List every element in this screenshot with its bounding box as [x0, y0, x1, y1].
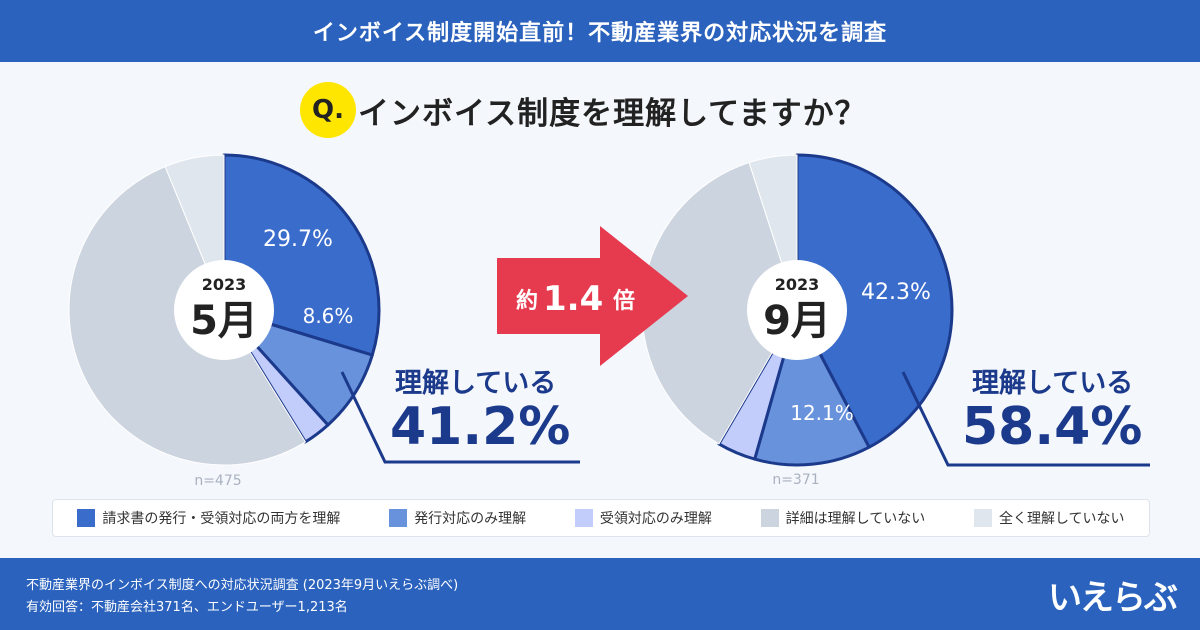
year-label-september: 2023 [775, 275, 820, 294]
callout-line-september [901, 371, 1150, 467]
data-label-september-1: 12.1% [790, 401, 854, 425]
data-label-september-0: 42.3% [861, 280, 931, 305]
sample-size-september: n=371 [772, 472, 819, 488]
increase-arrow [497, 226, 688, 366]
legend-label: 受領対応のみ理解 [599, 511, 712, 527]
arrow-suffix: 倍 [613, 288, 635, 314]
pie-slice-september-1 [753, 308, 871, 467]
month-label-may: 5月 [190, 298, 258, 344]
arrow-value: 1.4 [543, 279, 603, 319]
legend-swatch [760, 509, 779, 527]
legend-label: 詳細は理解していない [785, 511, 926, 527]
legend-swatch [574, 509, 593, 527]
legend-swatch [973, 509, 992, 527]
page-title: インボイス制度開始直前！不動産業界の対応状況を調査 [312, 21, 888, 46]
arrow-prefix: 約 [516, 288, 538, 314]
legend-label: 請求書の発行・受領対応の両方を理解 [102, 511, 341, 527]
legend-label: 全く理解していない [998, 511, 1125, 527]
data-label-may-1: 8.6% [303, 304, 354, 328]
legend-item: 請求書の発行・受領対応の両方を理解 [77, 508, 340, 528]
brand-logo: いえらぶ [1048, 578, 1178, 618]
pie-center-may [174, 260, 274, 360]
summary-value-september: 58.4% [962, 397, 1142, 457]
legend-label: 発行対応のみ理解 [414, 511, 527, 527]
question-text: インボイス制度を理解してますか？ [358, 95, 867, 132]
legend-item: 全く理解していない [973, 508, 1125, 528]
legend-item: 詳細は理解していない [760, 508, 926, 528]
summary-label-september: 理解している [972, 368, 1133, 399]
summary-value-may: 41.2% [390, 397, 570, 457]
summary-label-may: 理解している [395, 368, 556, 399]
legend-swatch [389, 509, 408, 527]
survey-respondents: 有効回答：不動産会社371名、エンドユーザー1,213名 [26, 600, 348, 615]
data-label-may-0: 29.7% [263, 227, 333, 252]
pie-slice-september-0 [795, 153, 954, 449]
question-heading: Q. インボイス制度を理解してますか？ [300, 80, 867, 140]
legend: 請求書の発行・受領対応の両方を理解 発行対応のみ理解 受領対応のみ理解 詳細は理… [52, 499, 1150, 537]
sample-size-may: n=475 [194, 473, 241, 489]
survey-description: 不動産業界のインボイス制度への対応状況調査 (2023年9月いえらぶ調べ) [26, 578, 459, 593]
legend-item: 受領対応のみ理解 [574, 508, 712, 528]
question-badge: Q. [300, 82, 356, 138]
legend-swatch [77, 509, 96, 527]
callout-line-may [340, 371, 580, 464]
legend-item: 発行対応のみ理解 [389, 508, 526, 528]
year-label-may: 2023 [202, 275, 247, 294]
month-label-september: 9月 [763, 298, 831, 344]
header-banner: インボイス制度開始直前！不動産業界の対応状況を調査 [0, 0, 1200, 62]
footer: 不動産業界のインボイス制度への対応状況調査 (2023年9月いえらぶ調べ) 有効… [0, 558, 1200, 630]
pie-center-september [747, 260, 847, 360]
